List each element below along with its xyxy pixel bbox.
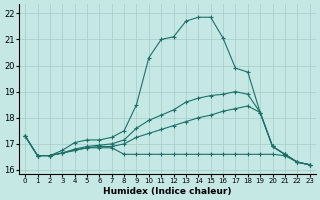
X-axis label: Humidex (Indice chaleur): Humidex (Indice chaleur) bbox=[103, 187, 232, 196]
